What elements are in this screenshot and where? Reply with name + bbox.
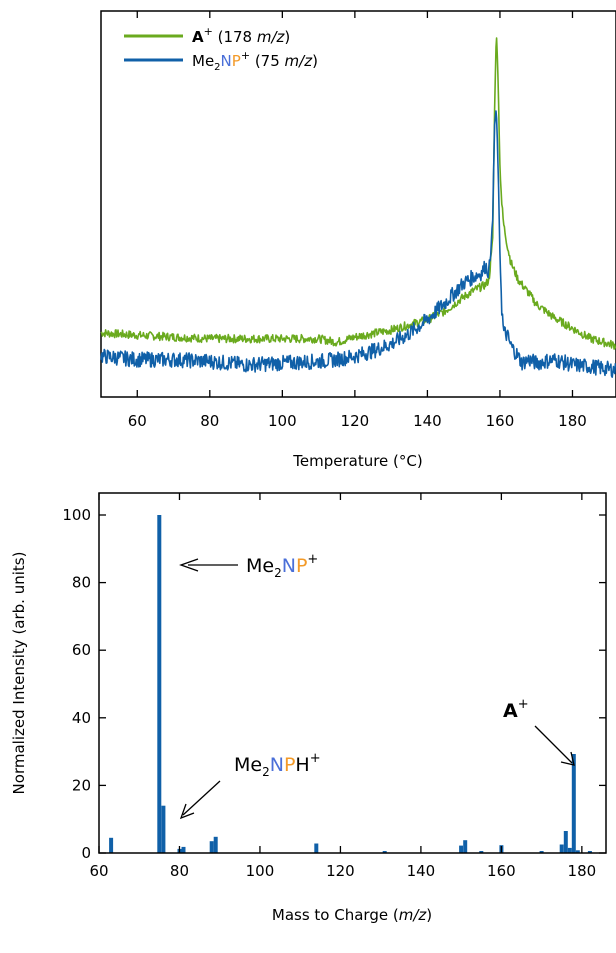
- svg-text:Me2NP+: Me2NP+: [246, 552, 318, 580]
- bottom-y-tick-label: 40: [72, 709, 91, 727]
- bottom-x-tick-label: 180: [568, 862, 597, 880]
- bar-mz-175: [559, 844, 564, 853]
- svg-text:Me2NPH+: Me2NPH+: [234, 751, 321, 779]
- bar-mz-114: [314, 843, 319, 853]
- bottom-y-tick-label: 100: [62, 506, 91, 524]
- bottom-x-tick-label: 60: [89, 862, 108, 880]
- annotation-a: A+: [503, 697, 575, 766]
- bar-mz-151: [463, 840, 468, 853]
- bottom-x-axis-label: Mass to Charge (m/z): [272, 906, 432, 924]
- bar-mz-177: [567, 847, 572, 853]
- annotation-me2np: Me2NP+: [179, 552, 318, 580]
- bottom-x-tick-label: 100: [246, 862, 275, 880]
- annotation-me2nph: Me2NPH+: [179, 751, 321, 820]
- bottom-y-tick-label: 0: [81, 844, 91, 862]
- bottom-x-tick-label: 80: [170, 862, 189, 880]
- bottom-y-tick-label: 80: [72, 574, 91, 592]
- bar-mz-88: [209, 841, 214, 853]
- top-x-tick-label: 140: [413, 412, 442, 430]
- bottom-y-tick-label: 20: [72, 776, 91, 794]
- top-x-tick-label: 120: [341, 412, 370, 430]
- top-x-axis-label: Temperature (°C): [292, 452, 422, 470]
- bar-mz-89: [213, 836, 218, 853]
- bottom-x-tick-label: 140: [407, 862, 436, 880]
- top-x-tick-label: 160: [486, 412, 515, 430]
- bar-mz-178: [571, 754, 576, 853]
- mass-spectrum-chart: 60 80 100 120 140 160 180 0 20 40 60 80 100 Mass to …: [10, 492, 607, 924]
- bottom-y-tick-label: 60: [72, 641, 91, 659]
- bar-mz-170: [539, 851, 544, 853]
- bar-mz-76: [161, 805, 166, 853]
- series-line-me2np: [100, 110, 616, 379]
- bar-mz-81: [181, 846, 186, 853]
- top-x-tick-label: 60: [128, 412, 147, 430]
- bottom-x-tick-label: 160: [487, 862, 516, 880]
- top-x-tick-label: 80: [200, 412, 219, 430]
- top-x-tick-label: 100: [268, 412, 297, 430]
- bar-mz-150: [459, 845, 464, 853]
- bar-mz-131: [382, 851, 387, 853]
- bottom-plot-frame: [98, 492, 607, 854]
- legend-entry-a: A+ (178 m/z): [192, 25, 290, 46]
- bottom-x-tick-label: 120: [326, 862, 355, 880]
- svg-text:A+: A+: [503, 697, 529, 722]
- temperature-chart: 60 80 100 120 140 160 180 Temperature (°C) A+ …: [100, 10, 616, 470]
- bar-mz-63: [109, 837, 114, 853]
- legend-entry-me2np: Me2NP+ (75 m/z): [192, 49, 318, 73]
- top-plot-frame: [100, 10, 616, 398]
- bar-mz-75: [157, 515, 162, 853]
- series-line-a: [100, 37, 616, 350]
- bar-mz-182: [587, 851, 592, 853]
- bar-mz-176: [563, 831, 568, 853]
- bar-mz-155: [479, 851, 484, 853]
- top-x-tick-label: 180: [558, 412, 587, 430]
- bar-mz-179: [575, 850, 580, 853]
- legend: A+ (178 m/z) Me2NP+ (75 m/z): [124, 25, 318, 73]
- bottom-y-axis-label: Normalized Intensity (arb. units): [10, 552, 28, 795]
